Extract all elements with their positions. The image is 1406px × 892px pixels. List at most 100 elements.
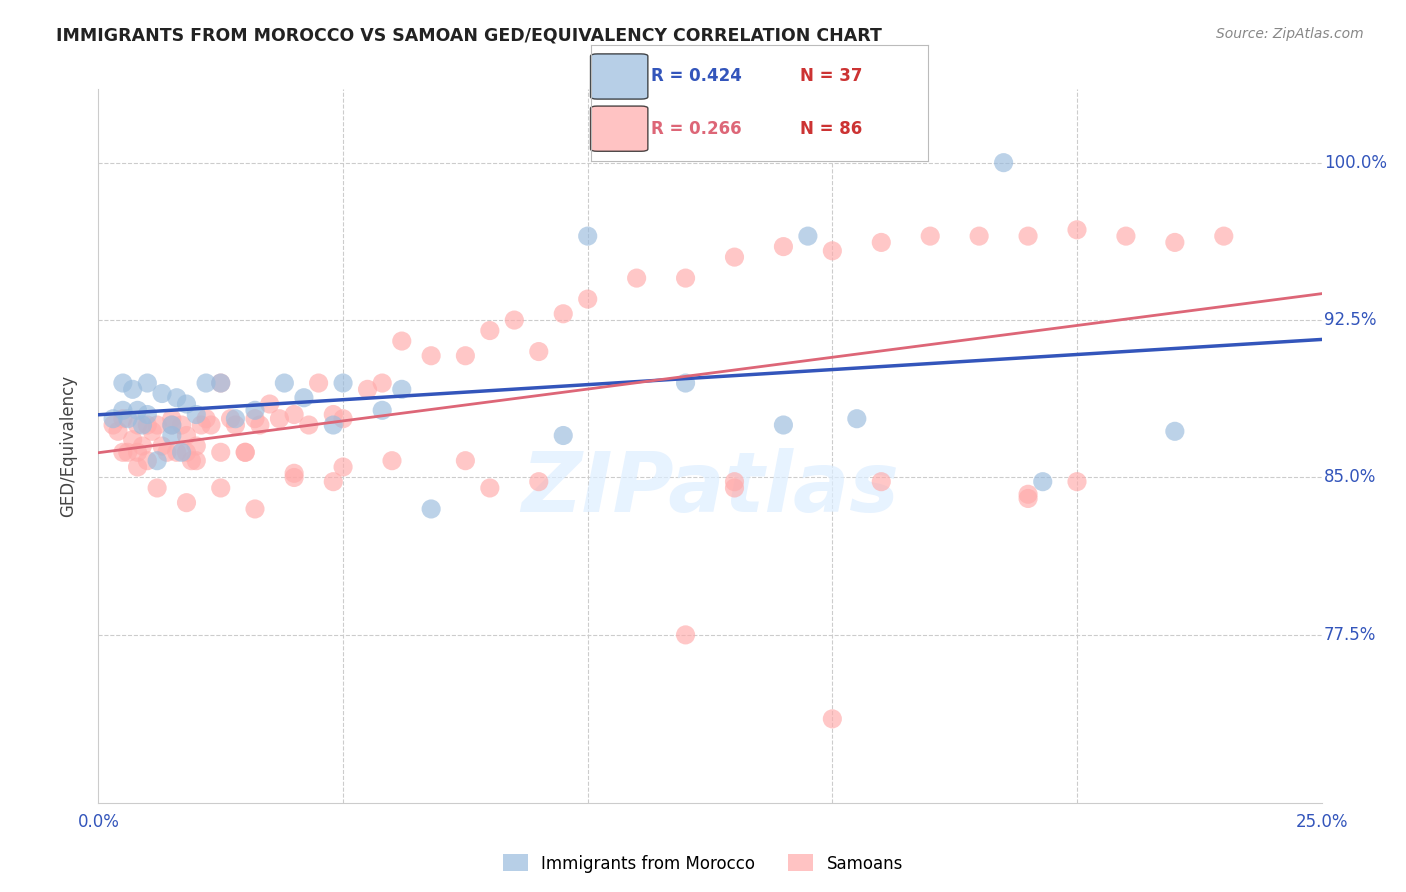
Point [420,349,443,363]
Point [131,439,153,453]
Point [1066,475,1088,489]
Point [176,496,198,510]
Point [107,425,129,439]
Point [209,376,232,390]
Point [166,445,188,459]
Point [283,467,305,481]
Point [454,453,477,467]
Point [160,417,183,432]
Point [121,433,143,447]
Point [292,391,315,405]
Point [150,439,173,453]
Point [224,411,246,425]
Point [967,229,990,244]
Point [156,445,179,459]
Point [146,453,169,467]
Point [371,376,394,390]
Point [870,475,893,489]
Point [111,411,134,425]
Point [553,428,575,442]
Point [166,391,188,405]
Point [381,453,404,467]
Point [454,349,477,363]
Point [243,502,266,516]
Y-axis label: GED/Equivalency: GED/Equivalency [59,375,77,517]
Point [920,229,942,244]
Point [249,417,271,432]
Point [111,445,134,459]
Point [195,376,218,390]
Point [160,411,183,425]
Point [420,502,443,516]
Text: R = 0.424: R = 0.424 [651,68,742,86]
Point [1164,235,1187,250]
Point [1017,487,1039,501]
Point [527,475,550,489]
Point [576,229,599,244]
Text: Source: ZipAtlas.com: Source: ZipAtlas.com [1216,27,1364,41]
FancyBboxPatch shape [591,106,648,152]
Point [209,481,232,495]
Point [283,408,305,422]
Point [1032,475,1054,489]
Point [136,376,159,390]
Point [269,411,291,425]
Point [219,411,242,425]
Point [1115,229,1137,244]
Point [1164,425,1187,439]
Point [160,417,183,432]
Point [127,417,149,432]
Point [127,460,149,475]
Point [259,397,281,411]
FancyBboxPatch shape [591,54,648,99]
Point [176,428,198,442]
Point [772,417,794,432]
Point [186,408,208,422]
Point [224,417,246,432]
Point [127,445,149,459]
Point [478,481,501,495]
Point [821,244,844,258]
Point [772,239,794,253]
Point [283,470,305,484]
Point [127,403,149,417]
Point [243,411,266,425]
Point [1017,491,1039,506]
Point [200,417,222,432]
Point [675,376,697,390]
Text: 85.0%: 85.0% [1324,468,1376,486]
Point [233,445,256,459]
Point [322,475,344,489]
Point [870,235,893,250]
Point [101,417,124,432]
Point [723,481,745,495]
Point [111,376,134,390]
Point [391,382,413,396]
Point [391,334,413,348]
Point [150,386,173,401]
Point [136,417,159,432]
Point [553,307,575,321]
Point [1212,229,1234,244]
Point [243,403,266,417]
Text: IMMIGRANTS FROM MOROCCO VS SAMOAN GED/EQUIVALENCY CORRELATION CHART: IMMIGRANTS FROM MOROCCO VS SAMOAN GED/EQ… [56,27,882,45]
Point [821,712,844,726]
Point [1017,229,1039,244]
Text: N = 86: N = 86 [800,120,862,137]
Point [797,229,820,244]
Point [723,250,745,264]
Point [176,445,198,459]
Point [146,417,169,432]
Point [186,453,208,467]
Point [121,382,143,396]
Text: 100.0%: 100.0% [1324,153,1388,171]
Point [332,411,354,425]
Point [626,271,648,285]
Point [190,417,212,432]
Text: 92.5%: 92.5% [1324,311,1376,329]
Point [131,417,153,432]
Point [136,453,159,467]
Point [332,376,354,390]
Point [356,382,378,396]
Point [195,411,218,425]
